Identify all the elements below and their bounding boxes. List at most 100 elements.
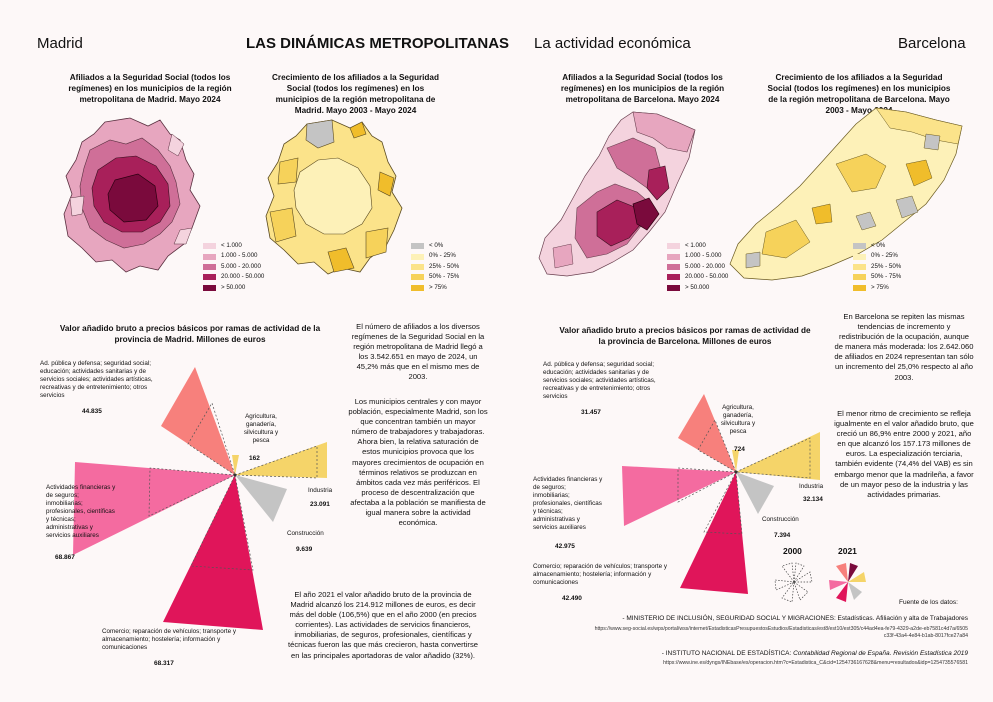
legend-swatch: [853, 264, 866, 271]
barcelona-sector-industry-2000: [734, 437, 811, 479]
barcelona-chart-center: [734, 470, 738, 474]
madrid-sector-public: [161, 367, 235, 475]
legend-swatch: [411, 264, 424, 271]
barcelona-value-construction: 7.394: [774, 532, 791, 539]
legend-label: < 0%: [429, 242, 444, 249]
barcelona-sector-finance: [622, 466, 736, 526]
legend-label: < 1.000: [221, 242, 242, 249]
legend-swatch: [667, 284, 680, 291]
madrid-sector-finance: [73, 462, 235, 555]
madrid-label-agri: Agricultura, ganadería, silvicultura y p…: [243, 413, 279, 444]
barcelona-label-construction: Construcción: [762, 516, 799, 523]
barcelona-sector-industry: [736, 432, 820, 480]
barcelona-wind-chart: [622, 394, 820, 594]
madrid-sector-commerce-2000: [190, 473, 254, 571]
barcelona-value-agri: 724: [734, 446, 745, 453]
madrid-label-industry: Industria: [308, 487, 333, 494]
madrid-value-industry: 23.091: [310, 501, 330, 508]
madrid-value-commerce: 68.317: [154, 660, 174, 667]
madrid-affiliates-map: [63, 117, 201, 273]
legend-label: 1.000 - 5.000: [685, 252, 722, 260]
madrid-sector-public-2000: [187, 402, 236, 476]
source-1: - MINISTERIO DE INCLUSIÓN, SEGURIDAD SOC…: [622, 615, 968, 622]
barcelona-paragraph-2: El menor ritmo de crecimiento se refleja…: [834, 409, 974, 499]
barcelona-growth-legend: < 0% 0% - 25% 25% - 50% 50% - 75% > 75%: [853, 241, 901, 293]
legend-label: > 50.000: [685, 283, 710, 291]
barcelona-sector-construction: [736, 472, 774, 514]
barcelona-affiliates-map-title: Afiliados a la Seguridad Social (todos l…: [560, 73, 725, 104]
madrid-chart-title: Valor añadido bruto a precios básicos po…: [59, 324, 321, 344]
legend-label: 25% - 50%: [429, 262, 460, 270]
barcelona-value-industry: 32.134: [803, 496, 823, 503]
legend-swatch: [667, 253, 680, 260]
legend-2000-icon: [774, 562, 813, 603]
barcelona-label-industry: Industria: [799, 483, 824, 490]
legend-label: 1.000 - 5.000: [221, 252, 258, 260]
madrid-sector-finance-2000: [148, 467, 237, 517]
madrid-affiliates-map-title: Afiliados a la Seguridad Social (todos l…: [68, 73, 232, 104]
legend-label: 0% - 25%: [429, 252, 456, 260]
legend-swatch: [853, 274, 866, 281]
sources-title: Fuente de los datos:: [899, 599, 958, 606]
madrid-chart-center: [233, 473, 237, 477]
legend-label: > 75%: [871, 283, 889, 291]
madrid-paragraph-2: Los municipios centrales y con mayor pob…: [348, 397, 488, 528]
legend-swatch: [853, 284, 866, 291]
barcelona-sector-public-2000: [697, 419, 737, 473]
section-title: La actividad económica: [534, 35, 691, 52]
barcelona-value-public: 31.457: [581, 409, 601, 416]
legend-swatch: [667, 264, 680, 271]
source-2-org: - INSTITUTO NACIONAL DE ESTADÍSTICA:: [661, 650, 792, 657]
madrid-label-finance: Actividades financieras y de seguros; in…: [46, 484, 116, 539]
madrid-wind-chart: [73, 367, 327, 630]
barcelona-sector-finance-2000: [677, 467, 738, 503]
madrid-paragraph-3: El año 2021 el valor añadido bruto de la…: [288, 590, 478, 660]
madrid-label-construction: Construcción: [287, 530, 324, 537]
barcelona-sector-agri: [732, 450, 739, 472]
madrid-value-construction: 9.639: [296, 546, 313, 553]
legend-swatch: [411, 274, 424, 281]
barcelona-label-finance: Actividades financieras y de seguros; in…: [533, 476, 603, 531]
barcelona-sector-public: [678, 394, 736, 472]
source-2-title: Contabilidad Regional de España. Revisió…: [793, 650, 968, 657]
source-2: - INSTITUTO NACIONAL DE ESTADÍSTICA: Con…: [596, 649, 968, 658]
legend-label: 25% - 50%: [871, 262, 902, 270]
legend-label: > 75%: [429, 283, 447, 291]
legend-swatch: [667, 243, 680, 250]
madrid-label-public: Ad. pública y defensa; seguridad social;…: [40, 360, 153, 399]
legend-label: 0% - 25%: [871, 252, 898, 260]
madrid-growth-legend: < 0% 0% - 25% 25% - 50% 50% - 75% > 75%: [411, 241, 459, 293]
madrid-sector-commerce: [163, 475, 263, 630]
madrid-paragraph-1: El número de afiliados a los diversos re…: [351, 322, 485, 382]
source-2-url[interactable]: https://www.ine.es/dyngs/INEbase/es/oper…: [663, 660, 968, 666]
barcelona-sector-commerce-2000: [703, 470, 743, 535]
source-1-url[interactable]: https://www.seg-social.es/wps/portal/wss…: [594, 626, 968, 639]
legend-swatch: [411, 253, 424, 260]
barcelona-growth-map: [729, 107, 963, 281]
madrid-value-finance: 68.867: [55, 554, 75, 561]
legend-label: 20.000 - 50.000: [685, 273, 729, 281]
madrid-growth-map-title: Crecimiento de los afiliados a la Seguri…: [272, 73, 439, 115]
page-title: LAS DINÁMICAS METROPOLITANAS: [246, 35, 510, 52]
legend-swatch: [853, 243, 866, 250]
legend-label: < 1.000: [685, 242, 706, 249]
legend-label: 20.000 - 50.000: [221, 273, 265, 281]
legend-swatch: [203, 264, 216, 271]
legend-year-2000: 2000: [783, 546, 802, 556]
legend-swatch: [667, 274, 680, 281]
barcelona-chart-title: Valor añadido bruto a precios básicos po…: [559, 326, 811, 346]
barcelona-growth-map-title: Crecimiento de los afiliados a la Seguri…: [767, 73, 951, 115]
barcelona-label-agri: Agricultura, ganadería, silvicultura y p…: [720, 404, 756, 435]
barcelona-value-commerce: 42.490: [562, 595, 582, 602]
madrid-value-public: 44.835: [82, 408, 102, 415]
legend-swatch: [411, 284, 424, 291]
madrid-sector-construction: [235, 475, 287, 522]
header-madrid: Madrid: [37, 35, 83, 52]
legend-label: > 50.000: [221, 283, 246, 291]
barcelona-label-commerce: Comercio; reparación de vehículos; trans…: [533, 563, 668, 586]
barcelona-affiliates-legend: < 1.000 1.000 - 5.000 5.000 - 20.000 20.…: [667, 241, 728, 293]
madrid-value-agri: 162: [249, 455, 260, 462]
madrid-label-commerce: Comercio; reparación de vehículos; trans…: [102, 628, 237, 651]
madrid-sector-agri: [232, 455, 239, 475]
legend-label: 5.000 - 20.000: [685, 262, 725, 270]
